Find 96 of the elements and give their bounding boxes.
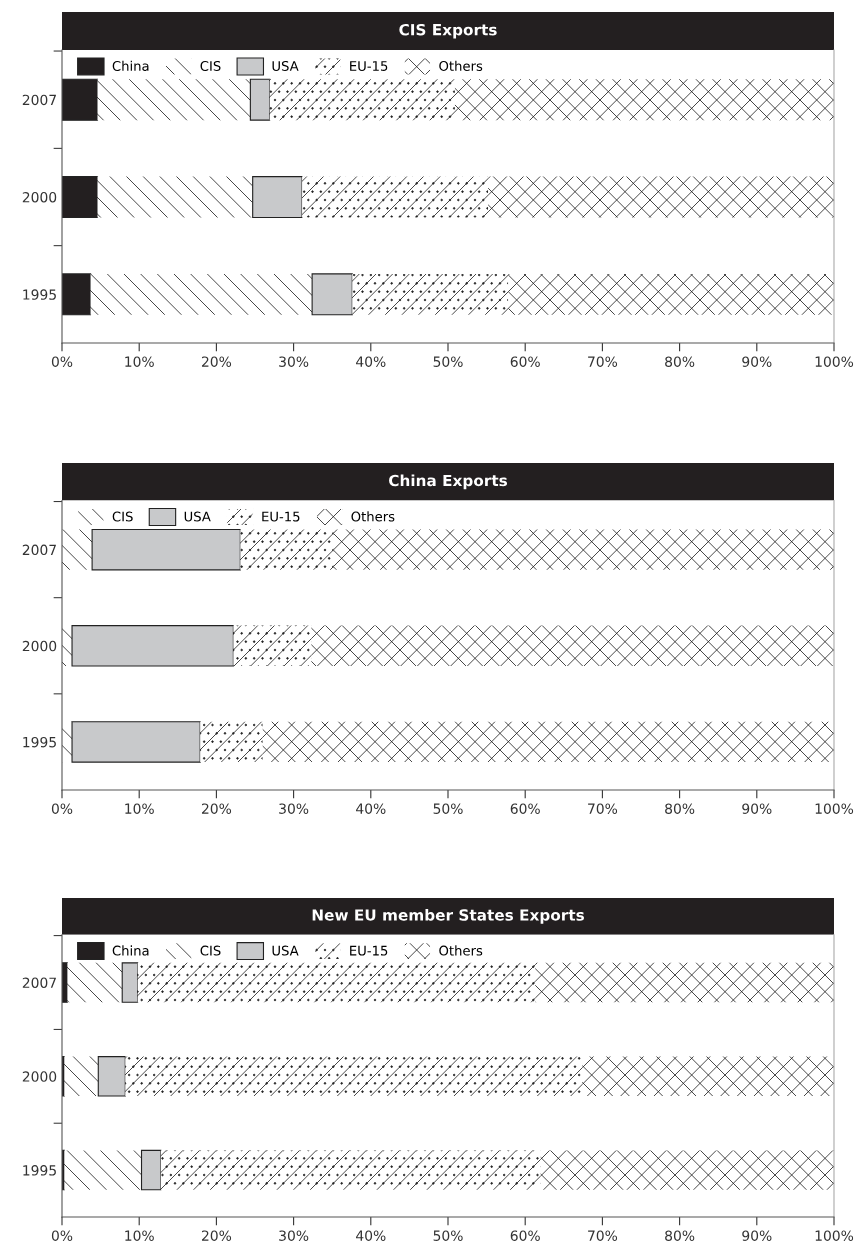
x-tick-label: 70% (588, 1230, 618, 1241)
x-tick-label: 50% (433, 803, 463, 814)
x-tick-label: 100% (815, 1230, 854, 1241)
x-tick-label: 10% (125, 356, 154, 367)
x-tick-label: 80% (665, 803, 695, 814)
legend-label: EU-15 (350, 61, 388, 71)
bar (62, 273, 92, 316)
bar (67, 962, 123, 1003)
x-tick-label: 20% (201, 803, 232, 814)
bar (90, 273, 313, 315)
bar (71, 625, 234, 667)
y-tick-label: 2000 (22, 191, 57, 203)
bar (333, 529, 834, 570)
legend-label: CIS (200, 60, 221, 71)
bar (121, 962, 139, 1003)
x-tick-label: 80% (665, 1230, 695, 1241)
x-tick-label: 60% (510, 356, 540, 367)
x-tick-label: 40% (356, 356, 386, 367)
bar (64, 1056, 99, 1097)
bar (508, 273, 834, 315)
bar (160, 1150, 541, 1190)
y-tick-label: 2007 (22, 977, 56, 988)
x-tick-label: 10% (125, 1230, 154, 1241)
chart-title: China Exports (389, 474, 508, 490)
legend-label: EU-15 (262, 511, 300, 522)
y-tick-label: 2007 (22, 94, 56, 106)
y-tick-label: 1995 (23, 289, 56, 300)
bar (252, 176, 303, 219)
x-tick-label: 70% (588, 356, 618, 367)
chart-title: CIS Exports (399, 23, 497, 39)
bar (311, 273, 353, 316)
bar (200, 721, 263, 763)
legend-label: China (112, 60, 149, 71)
bar (62, 176, 99, 219)
x-tick-label: 0% (51, 356, 73, 367)
bar (125, 1056, 583, 1097)
legend-label: USA (272, 60, 299, 71)
legend-label: USA (184, 511, 211, 522)
y-tick-label: 1995 (23, 736, 56, 748)
legend-label: Others (439, 945, 483, 956)
x-tick-label: 90% (742, 803, 772, 814)
bar (62, 529, 93, 570)
y-tick-label: 1995 (23, 1165, 56, 1176)
x-tick-label: 90% (742, 1230, 772, 1241)
x-tick-label: 30% (279, 1230, 309, 1241)
legend-label: China (112, 945, 149, 956)
bar (262, 721, 834, 763)
x-tick-label: 30% (279, 803, 309, 814)
chart-title: New EU member States Exports (312, 908, 584, 924)
bar (302, 176, 489, 218)
x-tick-label: 100% (815, 356, 854, 367)
x-tick-label: 40% (356, 1230, 386, 1241)
bar (454, 79, 834, 121)
bar (540, 1150, 834, 1190)
x-tick-label: 10% (125, 803, 154, 814)
bar (97, 79, 251, 121)
x-tick-label: 40% (356, 803, 386, 814)
bar (535, 962, 834, 1003)
bar (249, 78, 271, 121)
x-tick-label: 60% (510, 803, 540, 814)
bar (62, 78, 99, 121)
bar (240, 529, 334, 570)
x-tick-label: 20% (201, 356, 232, 367)
x-tick-label: 80% (665, 356, 695, 367)
legend-label: Others (351, 511, 395, 522)
bar (352, 273, 509, 315)
bar (137, 962, 536, 1003)
x-tick-label: 60% (510, 1230, 540, 1241)
x-tick-label: 0% (51, 1230, 73, 1241)
y-tick-label: 2000 (22, 640, 57, 652)
bar (97, 1056, 126, 1097)
x-tick-label: 50% (433, 1230, 463, 1241)
x-tick-label: 70% (588, 803, 618, 814)
legend-label: USA (272, 945, 299, 956)
bar (233, 625, 312, 666)
bar (582, 1056, 834, 1097)
y-tick-label: 2007 (22, 544, 56, 556)
x-tick-label: 30% (279, 356, 309, 367)
legend-label: CIS (112, 511, 133, 522)
bar (140, 1149, 162, 1191)
x-tick-label: 20% (201, 1230, 232, 1241)
bar (269, 79, 455, 121)
x-tick-label: 100% (815, 803, 854, 814)
bar (488, 176, 834, 218)
bar (64, 1150, 142, 1190)
bar (91, 528, 241, 571)
bar (311, 625, 834, 666)
y-tick-label: 2000 (22, 1071, 57, 1082)
bar (71, 721, 201, 763)
legend-label: CIS (200, 945, 221, 956)
x-tick-label: 90% (742, 356, 772, 367)
bar (97, 176, 253, 218)
legend-label: Others (439, 60, 483, 71)
x-tick-label: 50% (433, 356, 463, 367)
legend-label: EU-15 (350, 945, 388, 956)
x-tick-label: 0% (51, 803, 73, 814)
